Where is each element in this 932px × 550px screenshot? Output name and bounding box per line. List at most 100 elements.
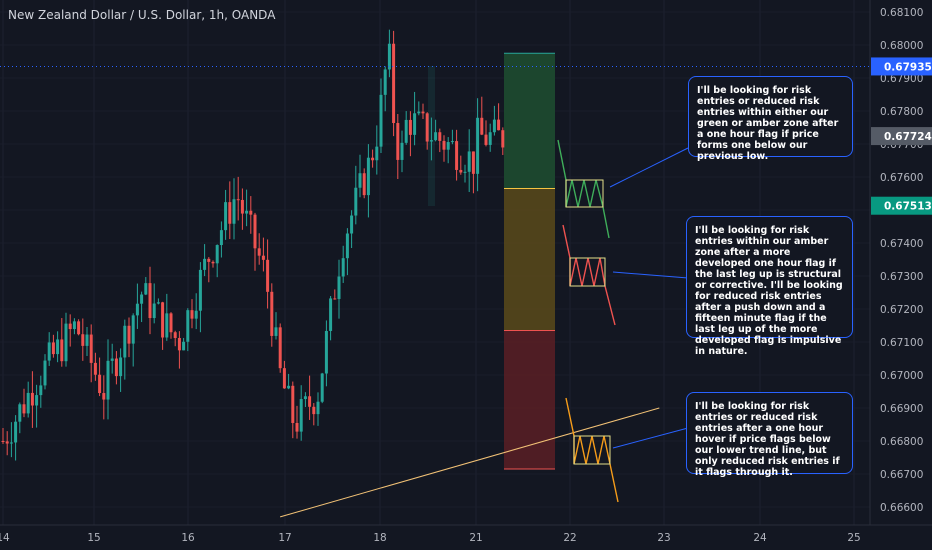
callout-trend-line: I'll be looking for risk entries or redu… — [686, 392, 853, 478]
candle-body — [47, 342, 51, 361]
candle-body — [165, 313, 169, 338]
candle-body — [14, 421, 18, 443]
candle-body — [476, 117, 480, 174]
candle-body — [39, 385, 43, 396]
price-axis-bg — [870, 0, 932, 550]
candle-body — [215, 245, 219, 264]
time-tick-label: 16 — [181, 532, 195, 544]
zone-amber-zone — [504, 188, 555, 331]
candle-body — [51, 342, 55, 355]
candle-body — [89, 334, 93, 363]
candle-body — [350, 215, 354, 234]
candle-body — [219, 230, 223, 246]
candle-body — [354, 187, 358, 216]
time-tick-label: 17 — [278, 532, 291, 544]
time-tick-label: 24 — [753, 532, 767, 544]
candle-body — [480, 117, 484, 135]
candle-body — [446, 142, 450, 150]
candle-body — [299, 399, 303, 432]
candle-body — [434, 132, 438, 141]
candle-body — [77, 321, 81, 335]
candle-body — [413, 113, 417, 135]
candle-body — [341, 258, 345, 277]
candle-body — [68, 323, 72, 330]
candle-body — [140, 294, 144, 304]
candle-body — [43, 360, 47, 386]
price-tick-label: 0.67000 — [880, 370, 923, 382]
candle-body — [455, 141, 459, 170]
price-label-badge — [871, 57, 932, 76]
price-tick-label: 0.67400 — [880, 238, 923, 250]
candle-body — [366, 157, 370, 196]
candle-body — [337, 276, 341, 299]
candle-body — [438, 132, 442, 141]
candle-body — [203, 258, 207, 270]
candle-body — [291, 385, 295, 423]
price-tick-label: 0.67100 — [880, 337, 923, 349]
candle-body — [471, 151, 475, 174]
price-tick-label: 0.66600 — [880, 502, 923, 514]
time-tick-label: 18 — [373, 532, 386, 544]
callout-green-amber-zone: I'll be looking for risk entries or redu… — [688, 76, 853, 162]
candle-body — [308, 396, 312, 407]
candle-body — [232, 199, 236, 224]
zone-red-zone — [504, 330, 555, 470]
price-tick-label: 0.66900 — [880, 403, 923, 415]
candle-body — [324, 330, 328, 374]
time-tick-label: 22 — [563, 532, 576, 544]
candle-body — [329, 298, 333, 331]
lower-trend-line[interactable] — [280, 407, 660, 518]
price-label-value: 0.67935 — [884, 61, 932, 73]
candle-body — [98, 374, 102, 394]
callout-text: I'll be looking for risk entries or redu… — [697, 85, 839, 162]
candle-body — [345, 233, 349, 259]
callout-amber-zone: I'll be looking for risk entries within … — [686, 216, 853, 357]
candle-body — [429, 140, 433, 142]
candle-body — [152, 303, 156, 319]
callout-pointer — [612, 427, 689, 449]
price-tick-label: 0.68100 — [880, 7, 923, 19]
flag-box-trend — [573, 435, 611, 465]
candle-body — [1, 441, 5, 442]
candle-body — [463, 171, 467, 173]
candle-body — [396, 123, 400, 160]
time-tick-label: 14 — [0, 532, 10, 544]
candle-body — [333, 298, 337, 300]
price-tick-label: 0.66700 — [880, 469, 923, 481]
candle-body — [400, 142, 404, 160]
candle-body — [131, 315, 135, 344]
candle-body — [194, 310, 198, 319]
candle-body — [270, 291, 274, 336]
candle-body — [287, 385, 291, 389]
price-tick-label: 0.67800 — [880, 106, 923, 118]
candle-body — [312, 406, 316, 415]
candle-body — [375, 146, 379, 161]
candle-body — [156, 302, 160, 304]
candle-body — [240, 199, 244, 214]
price-label-badge — [871, 196, 932, 215]
candle-body — [81, 334, 85, 346]
candle-body — [177, 337, 181, 351]
candle-body — [198, 269, 202, 311]
candle-body — [467, 151, 471, 172]
candle-body — [295, 422, 299, 432]
price-label-value: 0.67513 — [884, 201, 932, 213]
candle-body — [190, 310, 194, 319]
annotation-layer — [0, 65, 870, 518]
candle-body — [9, 442, 13, 444]
candle-body — [5, 441, 9, 444]
highlight-bar — [428, 66, 435, 206]
candle-body — [249, 210, 253, 215]
candle-body — [123, 325, 127, 358]
candle-body — [253, 214, 257, 249]
candle-body — [127, 325, 131, 344]
candle-body — [30, 392, 34, 406]
candle-body — [383, 69, 387, 95]
zone-green-zone — [504, 53, 555, 189]
candle-body — [492, 119, 496, 133]
price-tick-label: 0.66800 — [880, 436, 923, 448]
flag-box-amber — [569, 257, 606, 287]
candle-body — [261, 255, 265, 260]
candle-body — [404, 119, 408, 143]
candle-body — [316, 401, 320, 415]
